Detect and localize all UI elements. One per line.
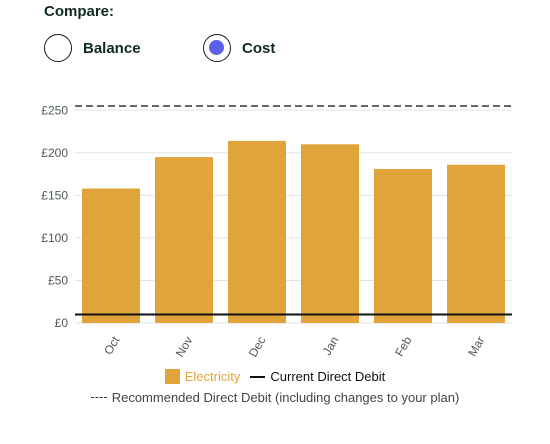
electricity-legend-swatch bbox=[164, 369, 180, 384]
y-tick-label: £50 bbox=[48, 273, 68, 287]
electricity-legend-label: Electricity bbox=[184, 369, 241, 384]
bar-jan bbox=[301, 144, 359, 323]
y-tick-label: £100 bbox=[41, 231, 68, 245]
bar-nov bbox=[155, 157, 213, 323]
x-tick-label: Mar bbox=[465, 334, 487, 359]
current-direct-debit-legend-line bbox=[250, 375, 266, 378]
x-tick-label: Jan bbox=[320, 334, 342, 358]
bar-mar bbox=[447, 164, 505, 323]
y-tick-label: £0 bbox=[55, 316, 69, 330]
bar-feb bbox=[374, 168, 432, 323]
current-direct-debit-legend-label: Current Direct Debit bbox=[270, 369, 386, 384]
cost-radio-label: Cost bbox=[242, 39, 276, 57]
y-tick-label: £250 bbox=[41, 103, 68, 117]
legend-row-1: Electricity Current Direct Debit bbox=[0, 369, 550, 384]
recommended-direct-debit-legend-line bbox=[90, 397, 107, 398]
x-tick-label: Nov bbox=[173, 334, 196, 359]
cost-radio-button[interactable] bbox=[203, 34, 231, 62]
bar-oct bbox=[82, 188, 140, 323]
legend-row-2: Recommended Direct Debit (including chan… bbox=[0, 390, 550, 405]
recommended-direct-debit-legend-label: Recommended Direct Debit (including chan… bbox=[111, 390, 460, 405]
x-tick-label: Dec bbox=[246, 334, 269, 359]
cost-radio-option[interactable]: Cost bbox=[203, 32, 275, 64]
balance-radio-label: Balance bbox=[83, 39, 141, 57]
y-tick-label: £200 bbox=[41, 146, 68, 160]
bar-dec bbox=[228, 140, 286, 323]
x-tick-label: Feb bbox=[392, 334, 415, 359]
y-tick-label: £150 bbox=[41, 188, 68, 202]
compare-title: Compare: bbox=[44, 3, 115, 20]
balance-radio-button[interactable] bbox=[44, 34, 72, 62]
balance-radio-option[interactable]: Balance bbox=[44, 32, 141, 64]
x-tick-label: Oct bbox=[101, 333, 123, 357]
